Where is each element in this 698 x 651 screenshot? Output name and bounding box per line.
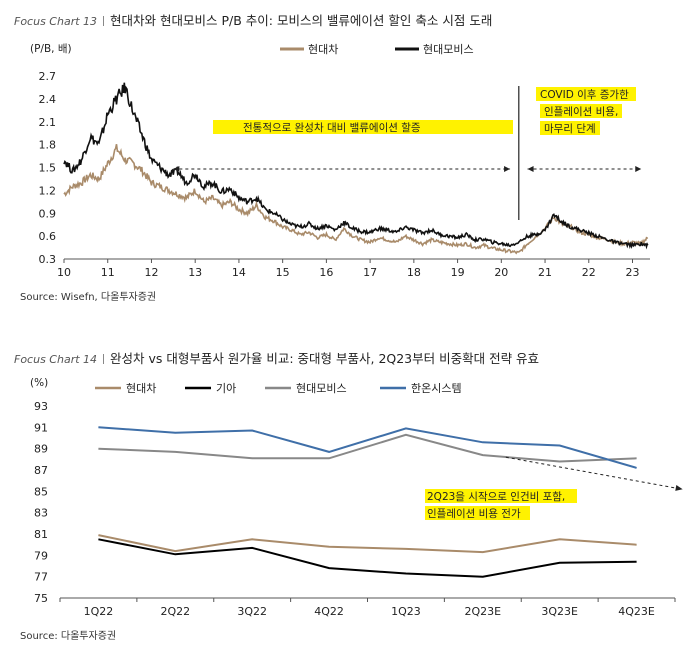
- series-line-2: [98, 538, 637, 578]
- y-tick-label: 0.9: [39, 207, 57, 220]
- y-tick-label: 79: [34, 549, 48, 562]
- y-tick-label: 89: [34, 443, 48, 456]
- x-tick-label: 22: [582, 266, 596, 279]
- annotation-text-2c: 마무리 단계: [544, 123, 596, 135]
- y-tick-label: 2.7: [39, 70, 57, 83]
- legend-label-4: 한온시스템: [411, 382, 462, 395]
- x-tick-label: 21: [538, 266, 552, 279]
- x-tick-label: 15: [276, 266, 290, 279]
- legend-label-1: 현대차: [308, 43, 338, 56]
- y-tick-label: 0.3: [39, 253, 57, 266]
- annotation-highlight-1: [213, 120, 513, 134]
- x-tick-label: 1Q23: [391, 605, 421, 618]
- y-tick-label: 75: [34, 592, 48, 605]
- x-tick-label: 12: [144, 266, 158, 279]
- x-tick-label: 3Q23E: [541, 605, 578, 618]
- y-tick-label: 85: [34, 485, 48, 498]
- chart-14: Focus Chart 14 완성차 vs 대형부품사 원가율 비교: 중대형 부…: [0, 340, 698, 651]
- chart-13-title-text: 현대차와 현대모비스 P/B 추이: 모비스의 밸류에이션 할인 축소 시점 도…: [110, 13, 493, 28]
- annotation-text-2a: COVID 이후 증가한: [540, 89, 629, 101]
- x-tick-label: 4Q22: [314, 605, 344, 618]
- x-tick-label: 2Q23E: [465, 605, 502, 618]
- legend-label-2: 기아: [216, 382, 236, 395]
- annotation-highlight-2b: [540, 104, 622, 118]
- chart-13-svg: (P/B, 배) 0.3 0.6 0.9 1.2 1.5 1.8 2.1 2.4 2.7 10 11 1…: [30, 43, 650, 279]
- x-tick-label: 2Q22: [160, 605, 190, 618]
- chart-14-title-text: 완성차 vs 대형부품사 원가율 비교: 중대형 부품사, 2Q23부터 비중확…: [110, 351, 540, 366]
- annotation-highlight-b: [425, 506, 530, 520]
- y-tick-label: 81: [34, 528, 48, 541]
- series-line-3: [98, 433, 637, 463]
- y-tick-label: 1.5: [39, 162, 57, 175]
- y-axis-unit-label: (%): [30, 377, 48, 389]
- chart-13: Focus Chart 13 현대차와 현대모비스 P/B 추이: 모비스의 밸류…: [0, 0, 698, 310]
- annotation-arrowhead: [675, 485, 683, 491]
- legend-label-2: 현대모비스: [423, 43, 474, 56]
- y-tick-label: 87: [34, 464, 48, 477]
- y-tick-label: 93: [34, 400, 48, 413]
- chart-14-tag: Focus Chart 14: [14, 353, 98, 366]
- annotation-arrowhead-1b: [504, 166, 511, 173]
- y-tick-label: 83: [34, 507, 48, 520]
- annotation-text-1: 전통적으로 완성차 대비 밸류에이션 할증: [243, 121, 421, 134]
- series-line-2: [63, 82, 649, 250]
- x-tick-label: 14: [232, 266, 246, 279]
- annotation-arrowhead-2a: [527, 166, 534, 173]
- annotation-text-2b: 인플레이션 비용,: [544, 106, 618, 118]
- annotation-text-b: 인플레이션 비용 전가: [427, 508, 521, 520]
- y-tick-label: 1.8: [39, 139, 57, 152]
- y-tick-label: 2.1: [39, 116, 57, 129]
- series-line-4: [98, 426, 637, 469]
- chart-13-tag: Focus Chart 13: [14, 15, 98, 28]
- x-tick-label: 16: [319, 266, 333, 279]
- series-line-1: [98, 534, 637, 554]
- x-tick-label: 20: [494, 266, 508, 279]
- y-tick-label: 77: [34, 571, 48, 584]
- legend-label-1: 현대차: [126, 382, 156, 395]
- x-tick-label: 13: [188, 266, 202, 279]
- y-tick-label: 91: [34, 421, 48, 434]
- annotation-arrow: [505, 456, 677, 489]
- chart-14-title: Focus Chart 14 완성차 vs 대형부품사 원가율 비교: 중대형 부…: [14, 348, 539, 367]
- annotation-arrowhead-1a: [173, 166, 180, 173]
- x-tick-label: 17: [363, 266, 377, 279]
- x-tick-label: 19: [451, 266, 465, 279]
- y-tick-label: 1.2: [39, 184, 57, 197]
- annotation-highlight-2c: [540, 121, 600, 135]
- legend-label-3: 현대모비스: [296, 382, 347, 395]
- annotation-text-a: 2Q23을 시작으로 인건비 포함,: [427, 491, 565, 503]
- x-tick-label: 10: [57, 266, 71, 279]
- y-tick-label: 2.4: [39, 93, 57, 106]
- y-tick-label: 0.6: [39, 230, 57, 243]
- x-tick-label: 18: [407, 266, 421, 279]
- x-tick-label: 1Q22: [84, 605, 114, 618]
- annotation-arrowhead-2b: [635, 166, 642, 173]
- x-tick-label: 11: [101, 266, 115, 279]
- x-tick-label: 3Q22: [237, 605, 267, 618]
- x-tick-label: 4Q23E: [618, 605, 655, 618]
- y-axis-unit-label: (P/B, 배): [30, 43, 72, 55]
- x-tick-label: 23: [626, 266, 640, 279]
- annotation-highlight-a: [425, 489, 577, 503]
- chart-14-svg: (%) 75 77 79 81 83 85 87 89 91 93 1Q22 2Q22 3Q22 4Q22 1…: [30, 377, 683, 618]
- annotation-highlight-2a: [536, 87, 636, 101]
- chart-14-source: Source: 다올투자증권: [20, 631, 117, 642]
- chart-13-source: Source: Wisefn, 다올투자증권: [20, 292, 157, 303]
- chart-13-title: Focus Chart 13 현대차와 현대모비스 P/B 추이: 모비스의 밸류…: [14, 10, 492, 29]
